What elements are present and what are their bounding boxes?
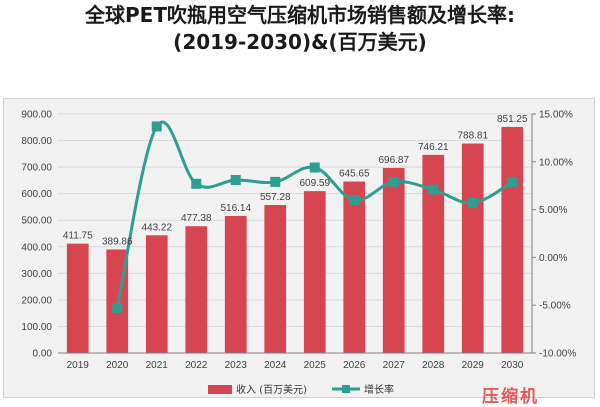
y-right-tick-label: 5.00% <box>539 205 567 216</box>
bar-2025 <box>303 191 326 353</box>
chart-title-line-2: (2019-2030)&(百万美元) <box>173 30 427 54</box>
x-tick-label: 2025 <box>304 360 327 371</box>
y-left-tick-label: 400.00 <box>21 242 52 253</box>
bar-2024 <box>264 205 287 353</box>
chart-title-line-1: 全球PET吹瓶用空气压缩机市场销售额及增长率: <box>85 3 515 27</box>
x-tick-label: 2029 <box>462 360 485 371</box>
y-left-tick-label: 200.00 <box>21 295 52 306</box>
x-tick-label: 2020 <box>106 360 129 371</box>
bar-2023 <box>224 215 247 353</box>
x-tick-label: 2030 <box>501 360 524 371</box>
bar-value-label: 645.65 <box>339 169 370 180</box>
bar-2021 <box>145 235 168 353</box>
growth-point-2021 <box>151 121 162 132</box>
bar-value-label: 609.59 <box>299 178 330 189</box>
growth-point-2030 <box>507 176 518 187</box>
growth-point-2024 <box>270 176 281 187</box>
y-left-tick-label: 900.00 <box>21 110 52 121</box>
x-tick-label: 2027 <box>383 360 406 371</box>
legend-label-revenue: 收入 (百万美元) <box>236 383 307 396</box>
growth-point-2029 <box>467 197 478 208</box>
bar-value-label: 516.14 <box>220 203 251 214</box>
x-tick-label: 2019 <box>67 360 90 371</box>
growth-point-2023 <box>230 174 241 185</box>
watermark-logo: 压缩机 <box>482 387 539 407</box>
x-tick-label: 2028 <box>422 360 445 371</box>
bar-value-label: 477.38 <box>181 213 212 224</box>
bar-value-label: 389.86 <box>102 236 133 247</box>
x-tick-label: 2023 <box>225 360 248 371</box>
y-right-tick-label: -5.00% <box>539 301 571 312</box>
legend-marker-growth <box>342 385 350 393</box>
y-left-tick-label: 800.00 <box>21 136 52 147</box>
bar-2022 <box>185 226 208 353</box>
chart-title: 全球PET吹瓶用空气压缩机市场销售额及增长率: (2019-2030)&(百万美… <box>0 2 600 56</box>
y-left-tick-label: 700.00 <box>21 163 52 174</box>
y-right-tick-label: 15.00% <box>539 110 573 121</box>
growth-point-2027 <box>388 176 399 187</box>
growth-point-2020 <box>112 303 123 314</box>
growth-point-2028 <box>428 184 439 195</box>
y-right-tick-label: -10.00% <box>539 349 576 360</box>
chart-frame <box>3 98 595 398</box>
bar-value-label: 746.21 <box>418 142 449 153</box>
y-left-tick-label: 0.00 <box>33 349 53 360</box>
y-left-tick-label: 100.00 <box>21 322 52 333</box>
bar-value-label: 788.81 <box>457 131 488 142</box>
growth-point-2026 <box>349 195 360 206</box>
bar-2019 <box>66 243 89 353</box>
x-tick-label: 2026 <box>343 360 366 371</box>
bar-2030 <box>501 126 524 353</box>
x-tick-label: 2021 <box>146 360 169 371</box>
bar-2028 <box>422 154 445 353</box>
y-left-tick-label: 500.00 <box>21 216 52 227</box>
bar-2029 <box>461 143 484 353</box>
growth-point-2022 <box>191 178 202 189</box>
y-left-tick-label: 600.00 <box>21 189 52 200</box>
bar-value-label: 443.22 <box>141 222 172 233</box>
bar-value-label: 696.87 <box>378 155 409 166</box>
y-right-tick-label: 10.00% <box>539 157 573 168</box>
x-tick-label: 2024 <box>264 360 287 371</box>
growth-point-2025 <box>309 162 320 173</box>
y-left-tick-label: 300.00 <box>21 269 52 280</box>
bar-value-label: 411.75 <box>63 231 93 242</box>
x-tick-label: 2022 <box>185 360 208 371</box>
legend-swatch-revenue <box>208 385 232 394</box>
legend-label-growth: 增长率 <box>364 383 394 396</box>
bar-2026 <box>343 181 366 353</box>
y-right-tick-label: 0.00% <box>539 253 567 264</box>
bar-2027 <box>382 167 405 353</box>
bar-value-label: 557.28 <box>260 192 291 203</box>
bar-value-label: 851.25 <box>497 114 528 125</box>
